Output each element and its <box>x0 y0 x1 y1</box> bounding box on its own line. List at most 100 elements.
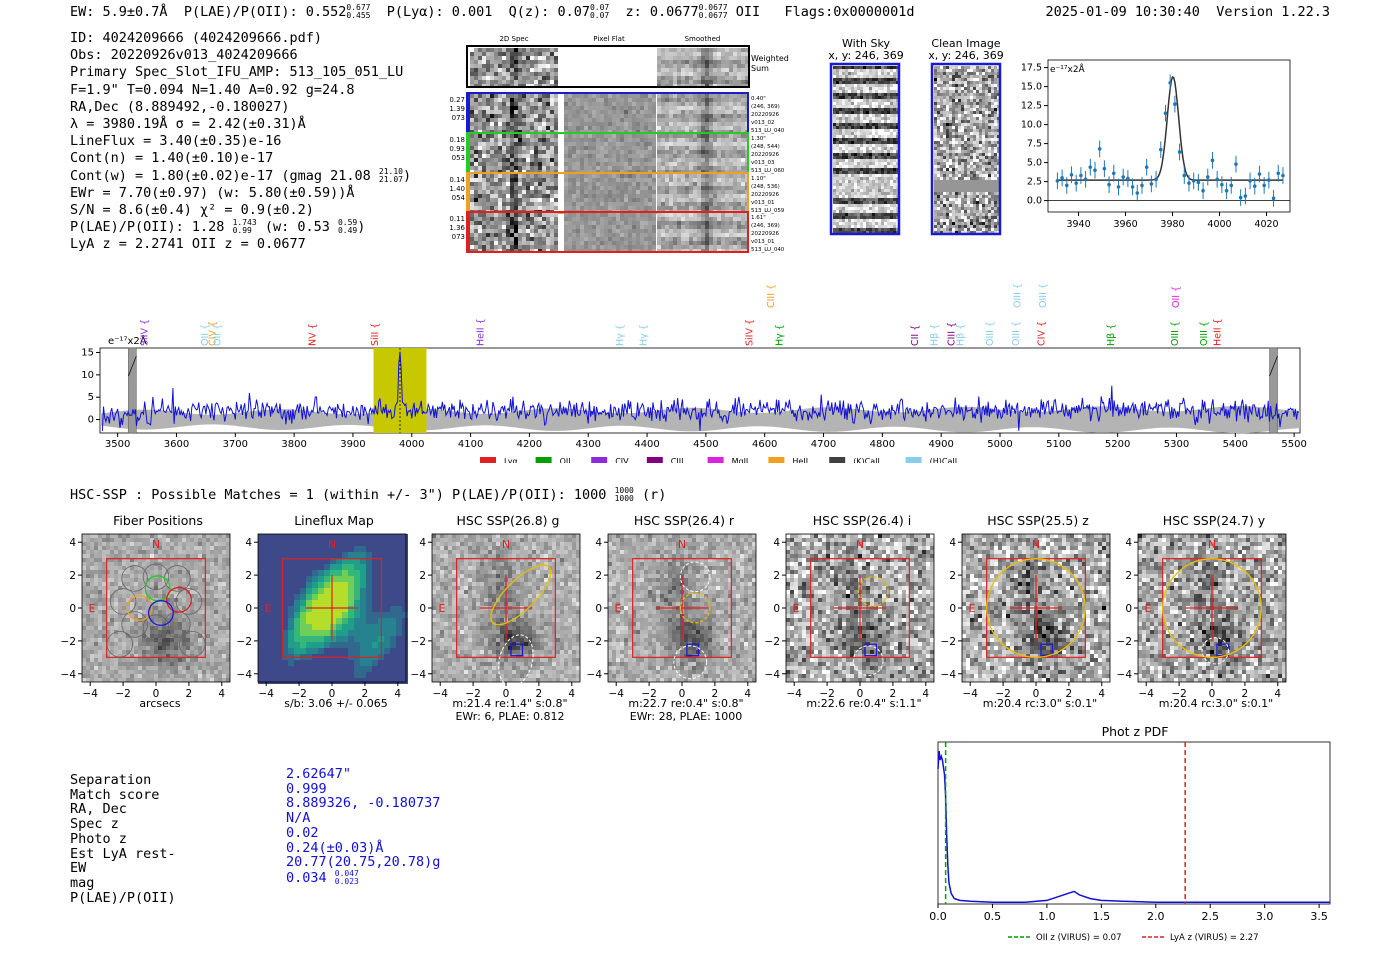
pixel <box>652 114 656 118</box>
pixel <box>949 96 952 99</box>
info-primary: Primary Spec_Slot_IFU_AMP: 513_105_051_L… <box>70 64 404 81</box>
pixel <box>964 84 967 87</box>
pixel <box>725 241 729 245</box>
pixel <box>494 76 498 80</box>
pixel <box>893 123 896 126</box>
pixel <box>588 102 592 106</box>
pixel <box>994 96 997 99</box>
pixel <box>661 237 665 241</box>
pixel <box>648 158 652 162</box>
pixel <box>588 166 592 170</box>
pixel <box>644 114 648 118</box>
pixel <box>474 68 478 72</box>
pixel <box>851 66 854 69</box>
pixel <box>628 213 632 217</box>
pixel <box>737 76 741 80</box>
pixel <box>526 56 530 60</box>
pixel <box>612 206 616 210</box>
pixel <box>580 122 584 126</box>
pixel <box>869 153 872 156</box>
pixel <box>576 198 580 202</box>
pixel <box>602 48 606 52</box>
pixel <box>860 75 863 78</box>
pixel <box>866 72 869 75</box>
pixel <box>665 237 669 241</box>
header-version: Version 1.22.3 <box>1216 4 1330 20</box>
pixel <box>657 134 661 138</box>
pixel <box>884 138 887 141</box>
pixel <box>713 102 717 106</box>
pixel <box>737 213 741 217</box>
pixel <box>648 94 652 98</box>
pixel <box>994 81 997 84</box>
pixel <box>530 166 534 170</box>
pixel <box>542 162 546 166</box>
pixel <box>896 225 899 228</box>
pixel <box>875 174 878 177</box>
pixel <box>689 48 693 52</box>
pixel <box>842 123 845 126</box>
pixel <box>881 207 884 210</box>
pixel <box>514 166 518 170</box>
pixel <box>940 96 943 99</box>
pixel <box>839 219 842 222</box>
pixel <box>498 225 502 229</box>
pixel <box>842 183 845 186</box>
pixel <box>510 76 514 80</box>
pixel <box>851 114 854 117</box>
pixel <box>554 102 558 106</box>
pixel <box>893 162 896 165</box>
pixel <box>665 80 669 84</box>
pixel <box>550 114 554 118</box>
pixel <box>506 174 510 178</box>
pixel <box>546 237 550 241</box>
pixel <box>717 237 721 241</box>
pixel <box>842 90 845 93</box>
pixel <box>851 96 854 99</box>
pixel <box>725 213 729 217</box>
pixel <box>872 156 875 159</box>
pixel <box>606 76 610 80</box>
pixel <box>534 166 538 170</box>
pixel <box>896 216 899 219</box>
pixel <box>721 114 725 118</box>
pixel <box>538 245 542 249</box>
pixel <box>494 60 498 64</box>
pixel <box>836 195 839 198</box>
pixel <box>530 98 534 102</box>
pixel <box>893 156 896 159</box>
pixel <box>598 60 602 64</box>
pixel <box>893 225 896 228</box>
pixel <box>845 204 848 207</box>
pixel <box>964 87 967 90</box>
pixel <box>994 93 997 96</box>
pixel <box>681 162 685 166</box>
pixel <box>614 60 618 64</box>
pixel <box>596 198 600 202</box>
pixel <box>737 122 741 126</box>
pixel <box>486 217 490 221</box>
pixel <box>851 93 854 96</box>
pixel <box>866 90 869 93</box>
pixel <box>842 159 845 162</box>
pixel <box>705 237 709 241</box>
pixel <box>628 146 632 150</box>
spec2d-sum-smoothed <box>657 48 749 88</box>
pixel <box>620 142 624 146</box>
pixel <box>584 110 588 114</box>
pixel <box>860 90 863 93</box>
pixel <box>875 192 878 195</box>
pixel <box>854 66 857 69</box>
pixel <box>709 68 713 72</box>
pixel <box>600 134 604 138</box>
pixel <box>875 180 878 183</box>
pixel <box>709 102 713 106</box>
pixel <box>863 150 866 153</box>
pixel <box>857 108 860 111</box>
pixel <box>502 102 506 106</box>
pixel <box>584 158 588 162</box>
pixel <box>721 237 725 241</box>
pixel <box>634 52 638 56</box>
pixel <box>848 141 851 144</box>
pixel <box>574 52 578 56</box>
